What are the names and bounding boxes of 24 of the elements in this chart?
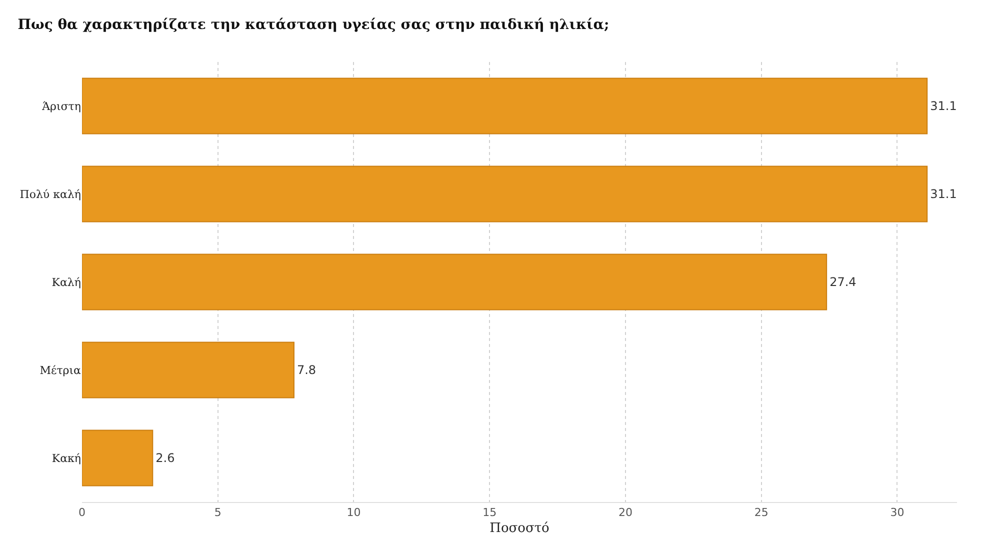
data-label: 7.8 (296, 363, 316, 377)
y-tick-label: Άριστη (41, 100, 81, 113)
bar (82, 78, 928, 134)
x-axis-title: Ποσοστό (490, 520, 550, 536)
bar (82, 430, 154, 486)
y-tick-label: Πολύ καλή (20, 188, 81, 201)
x-tick-label: 10 (346, 506, 361, 520)
data-label: 31.1 (930, 187, 957, 201)
data-label: 27.4 (830, 275, 856, 289)
chart-title: Πως θα χαρακτηρίζατε την κατάσταση υγείας σας στην παιδική ηλικία; (18, 17, 610, 34)
x-tick-label: 30 (890, 506, 904, 520)
y-tick-label: Κακή (52, 452, 81, 465)
data-label: 2.6 (156, 451, 175, 465)
bar (82, 342, 294, 398)
x-tick-label: 15 (482, 506, 497, 520)
data-label: 31.1 (930, 99, 957, 113)
y-tick-label: Καλή (52, 276, 81, 289)
bar (82, 166, 928, 222)
y-tick-label: Μέτρια (40, 364, 82, 377)
x-tick-label: 0 (78, 506, 86, 520)
bar (82, 254, 828, 310)
x-tick-label: 20 (618, 506, 632, 520)
x-tick-label: 5 (214, 506, 222, 520)
x-tick-label: 25 (754, 506, 768, 520)
